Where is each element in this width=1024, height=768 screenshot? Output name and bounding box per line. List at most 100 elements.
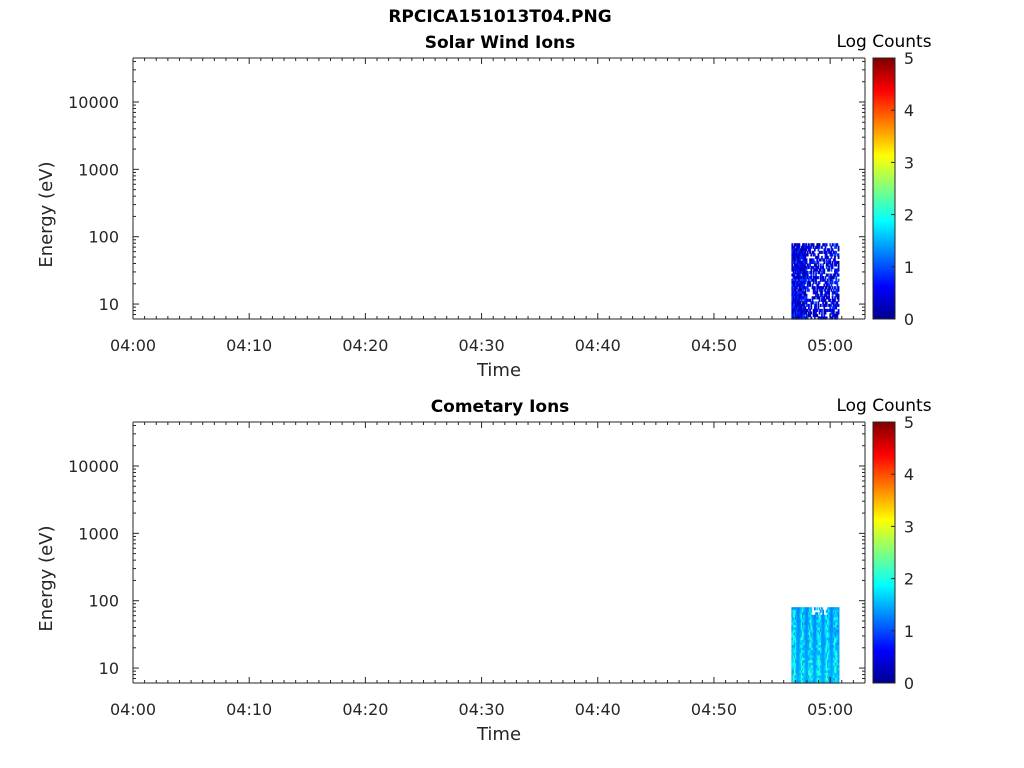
heatmap-cell [809,677,811,682]
heatmap-cell [836,622,839,626]
heatmap-cell [808,655,810,659]
heatmap-cell [794,296,797,300]
heatmap-cell [830,675,833,679]
heatmap-cell [791,303,794,307]
heatmap-cell [812,632,815,636]
heatmap-cell [815,614,817,618]
heatmap-cell [835,313,838,318]
heatmap-cell [815,647,817,651]
heatmap-cell [835,624,838,629]
heatmap-cell [823,268,826,272]
heatmap-cell [813,629,816,634]
heatmap-cell [803,263,806,267]
heatmap-cell [796,624,798,629]
heatmap-cell [796,293,798,297]
heatmap-cell [824,303,827,307]
heatmap-cell [816,680,819,684]
heatmap-cell [803,283,806,287]
heatmap-cell [822,640,825,644]
heatmap-cell [825,632,828,636]
heatmap-cell [792,635,795,639]
heatmap-cell [813,291,816,295]
heatmap-cell [798,316,801,320]
heatmap-cell [800,255,803,259]
heatmap-cell [828,303,830,307]
heatmap-cell [806,675,809,679]
heatmap-cell [832,276,835,280]
heatmap-cell [808,665,810,669]
colorbar-tick-label: 1 [904,258,914,277]
heatmap-cell [823,657,826,661]
x-tick-label: 04:10 [226,336,272,355]
heatmap-cell [817,301,820,305]
heatmap-cell [836,271,839,275]
heatmap-cell [806,245,809,249]
heatmap-cell [803,647,806,651]
heatmap-cell [830,316,833,320]
heatmap-cell [798,650,801,654]
heatmap-cell [829,642,832,646]
heatmap-cell [828,680,830,684]
heatmap-cell [799,250,802,254]
heatmap-cell [794,647,797,651]
heatmap-cell [803,612,806,616]
heatmap-cell [793,642,796,646]
heatmap-cell [825,637,828,641]
heatmap-cell [798,660,801,664]
heatmap-cell [791,614,794,618]
heatmap-cell [836,642,839,646]
heatmap-cell [811,622,814,626]
heatmap-cell [830,255,833,259]
heatmap-cell [810,629,813,634]
heatmap-cell [815,650,817,654]
heatmap-cell [830,642,833,646]
heatmap-cell [822,662,825,666]
heatmap-cell [832,637,835,641]
heatmap-cell [834,635,836,639]
heatmap-cell [791,308,794,313]
heatmap-cell [802,271,804,275]
heatmap-cell [805,655,808,659]
heatmap-cell [830,265,833,270]
heatmap-cell [823,614,826,618]
heatmap-cell [825,301,828,305]
heatmap-cell [803,660,806,664]
heatmap-cell [830,268,833,272]
heatmap-cell [836,675,839,679]
heatmap-cell [826,622,829,626]
heatmap-cell [837,640,840,644]
heatmap-cell [818,652,821,656]
heatmap-cell [806,286,809,290]
heatmap-cell [799,655,802,659]
heatmap-cell [830,263,833,267]
heatmap-cell [817,627,820,631]
heatmap-cell [796,670,798,674]
heatmap-cell [792,245,795,249]
heatmap-cell [832,243,835,247]
heatmap-cell [828,635,830,639]
heatmap-cell [837,298,840,302]
heatmap-cell [835,670,838,674]
heatmap-cell [812,301,815,305]
heatmap-cell [836,283,839,287]
heatmap-cell [804,609,807,613]
heatmap-cell [832,291,835,295]
heatmap-cell [793,263,796,267]
heatmap-cell [808,281,810,285]
heatmap-cell [830,635,833,639]
heatmap-cell [796,316,798,320]
y-tick-label: 10000 [68,93,119,112]
heatmap-cell [821,629,823,634]
heatmap-cell [818,650,821,654]
heatmap-cell [808,647,810,651]
heatmap-cell [837,263,840,267]
heatmap-cell [812,311,815,315]
heatmap-cell [830,622,833,626]
heatmap-cell [804,675,807,679]
heatmap-cell [825,619,828,623]
heatmap-cell [800,619,803,623]
y-axis-label: Energy (eV) [36,162,57,268]
heatmap-cell [829,250,832,254]
heatmap-cell [813,278,816,282]
heatmap-cell [816,677,819,682]
